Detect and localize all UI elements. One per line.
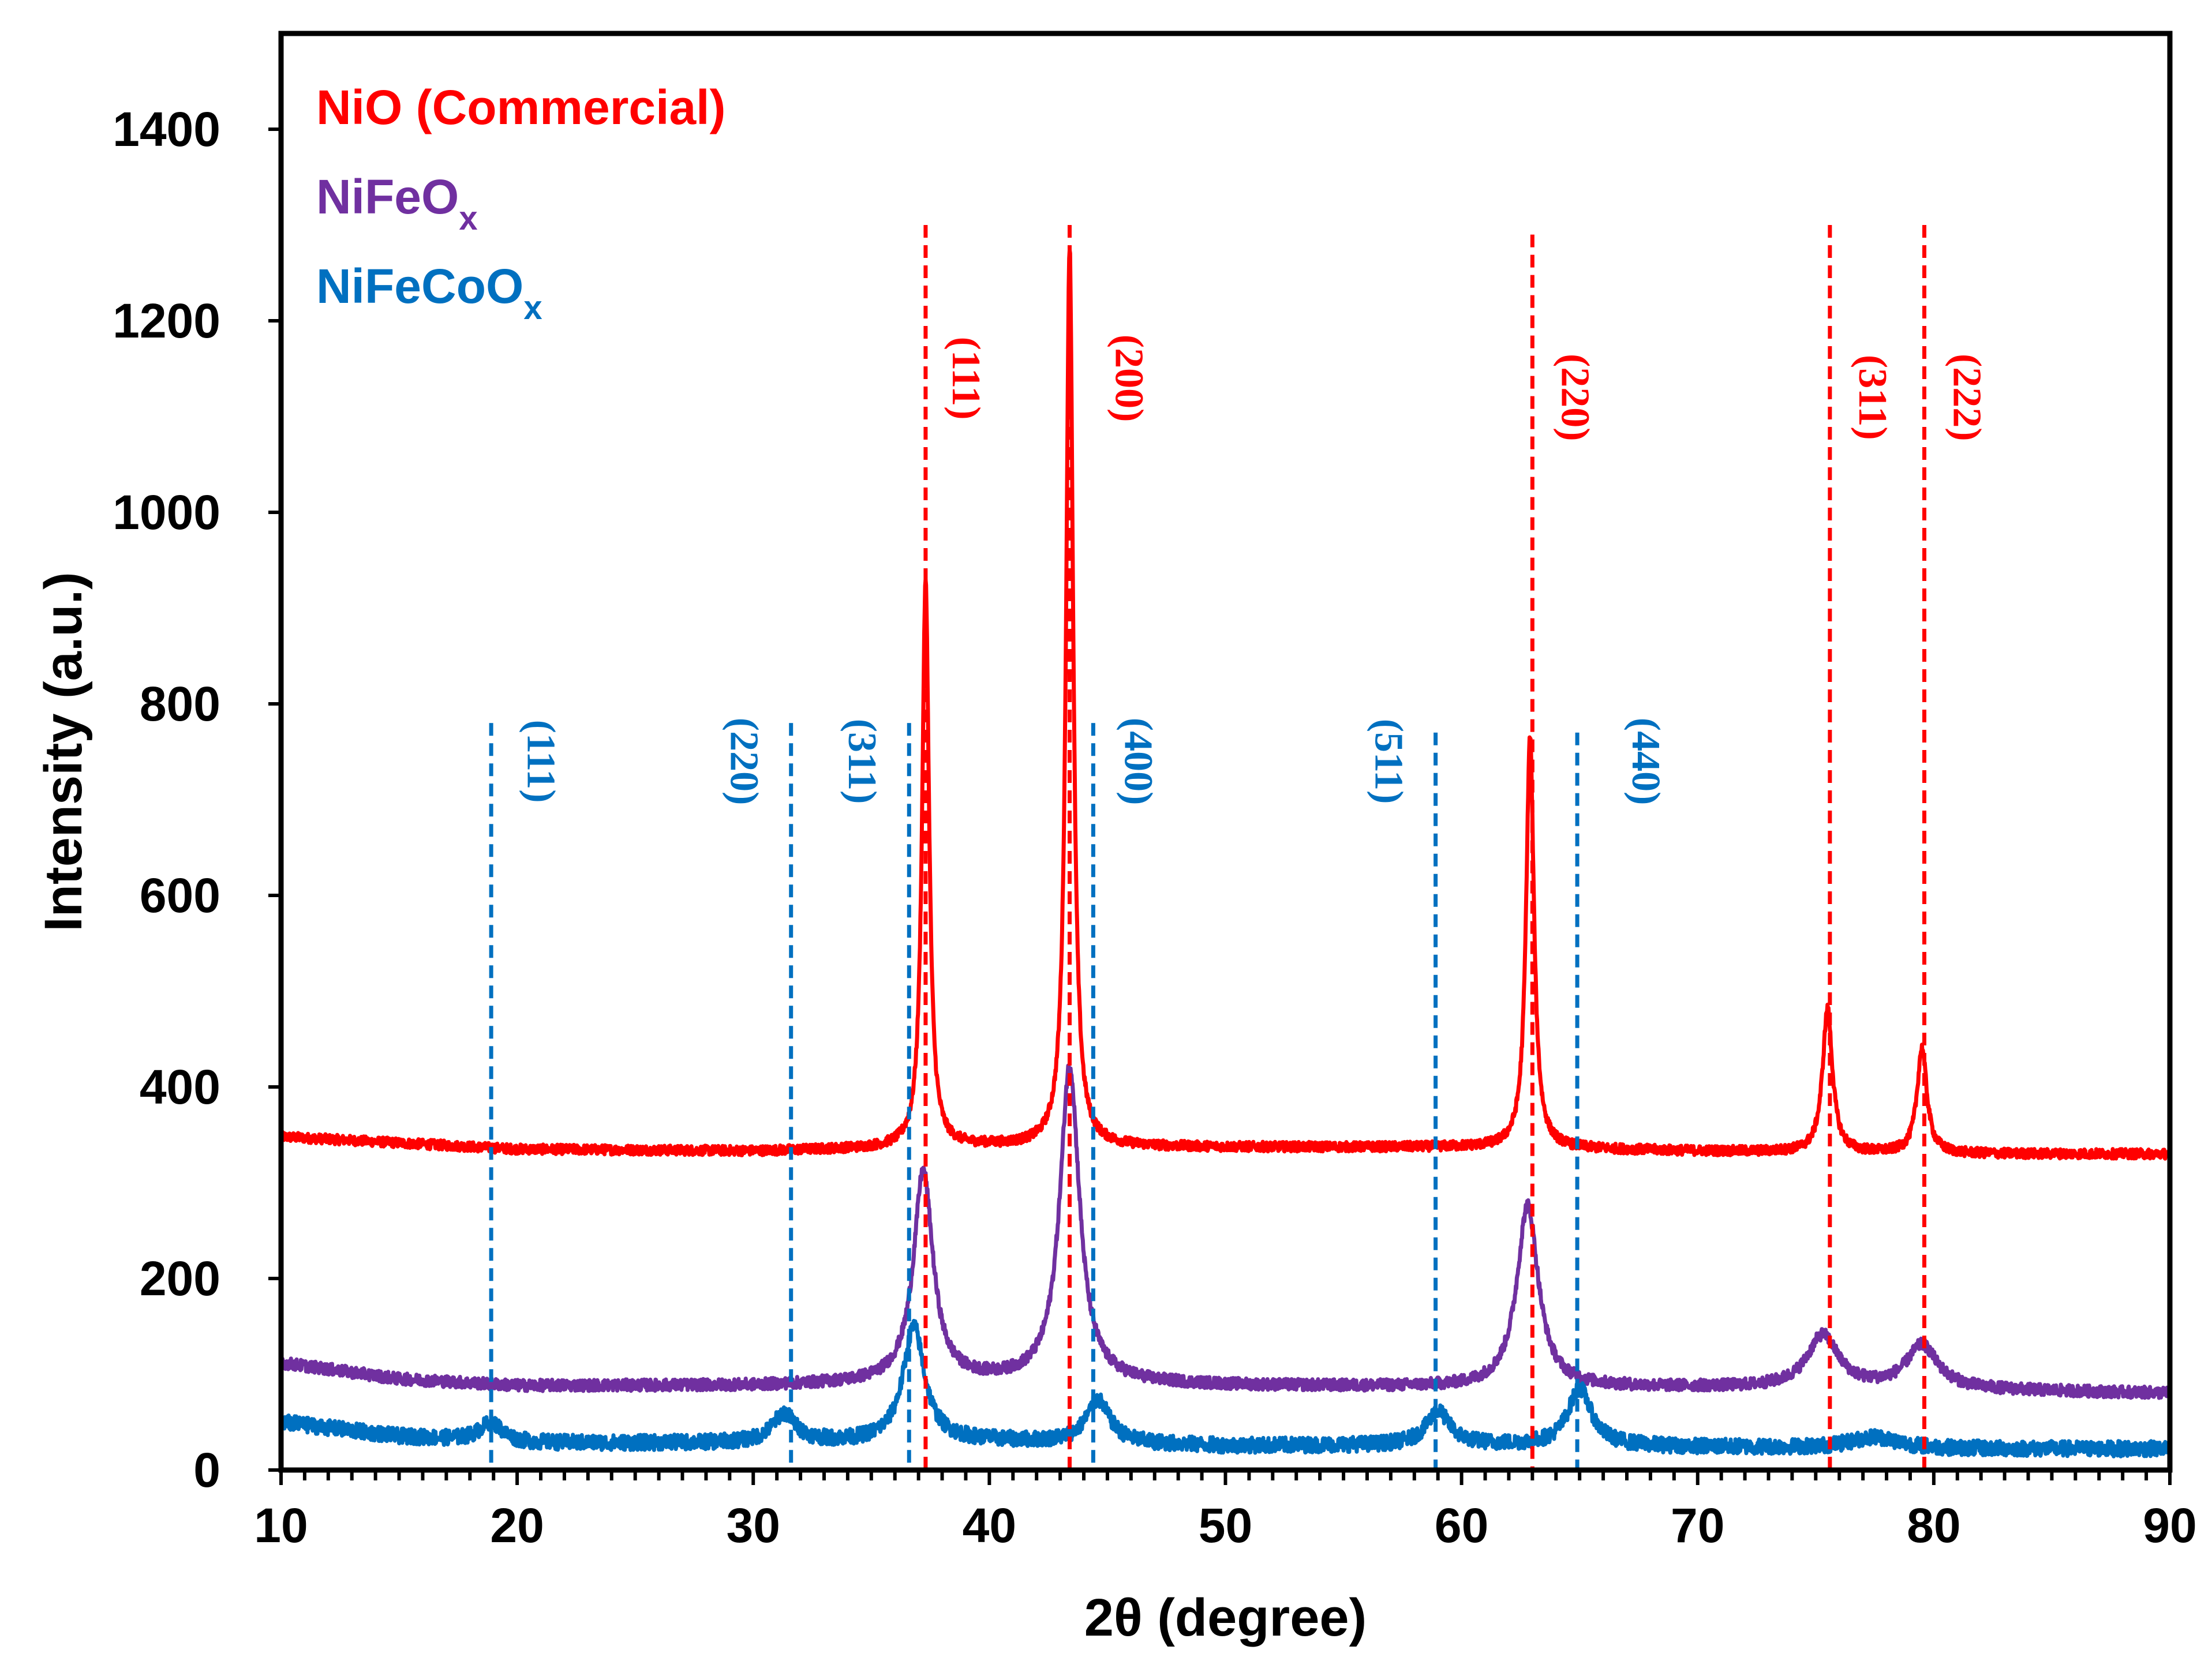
y-tick-label-1200: 1200: [113, 294, 220, 348]
peak-label-nifecoox-220: (220): [721, 718, 766, 805]
y-tick-label-1000: 1000: [113, 485, 220, 539]
peak-label-nifecoox-511: (511): [1366, 719, 1410, 804]
y-tick-label-400: 400: [140, 1060, 220, 1114]
peak-label-nifecoox-400: (400): [1116, 718, 1161, 805]
series-line-nifecoox: [281, 1319, 2170, 1458]
peak-labels-layer: (111) (200) (220) (311) (222) (111) (220) (311)…: [519, 335, 1989, 805]
peak-label-nio-111: (111): [944, 337, 988, 420]
x-tick-label-60: 60: [1435, 1498, 1488, 1553]
x-tick-label-70: 70: [1671, 1498, 1724, 1553]
legend-entry-nifeox: NiFeOx: [316, 170, 478, 237]
x-tick-label-30: 30: [727, 1498, 780, 1553]
y-axis-title: Intensity (a.u.): [34, 572, 93, 932]
x-tick-label-40: 40: [963, 1498, 1016, 1553]
x-tick-label-80: 80: [1907, 1498, 1960, 1553]
series-line-nio-commercial-: [281, 248, 2170, 1161]
y-tick-label-200: 200: [140, 1251, 220, 1306]
x-tick-label-20: 20: [490, 1498, 544, 1553]
peak-label-nio-311: (311): [1850, 355, 1895, 440]
y-tick-label-600: 600: [140, 868, 220, 923]
reference-lines-layer: [489, 225, 1927, 1470]
legend-entry-nifecoox: NiFeCoOx: [316, 259, 542, 327]
peak-label-nio-200: (200): [1106, 335, 1151, 422]
x-axis-title: 2θ (degree): [1084, 1588, 1367, 1647]
axis-layer: 10 20 30 40 50 60 70 80 90 0 200 400 600 800 1000 1200 1…: [113, 102, 2197, 1553]
series-layer: [281, 248, 2170, 1458]
peak-label-nifecoox-311: (311): [840, 719, 884, 804]
y-tick-label-800: 800: [140, 677, 220, 731]
y-tick-label-1400: 1400: [113, 102, 220, 156]
y-tick-label-0: 0: [193, 1443, 220, 1497]
series-line-nifeox: [281, 1063, 2170, 1400]
x-tick-label-90: 90: [2143, 1498, 2196, 1553]
x-tick-label-10: 10: [254, 1498, 308, 1553]
legend: NiO (Commercial) NiFeOx NiFeCoOx: [316, 80, 726, 327]
peak-label-nifecoox-440: (440): [1623, 718, 1668, 805]
peak-label-nifecoox-111: (111): [519, 720, 563, 803]
legend-entry-nio-commercial-: NiO (Commercial): [316, 80, 726, 134]
x-tick-label-50: 50: [1199, 1498, 1252, 1553]
peak-label-nio-220: (220): [1553, 354, 1597, 441]
peak-label-nio-222: (222): [1945, 354, 1989, 441]
